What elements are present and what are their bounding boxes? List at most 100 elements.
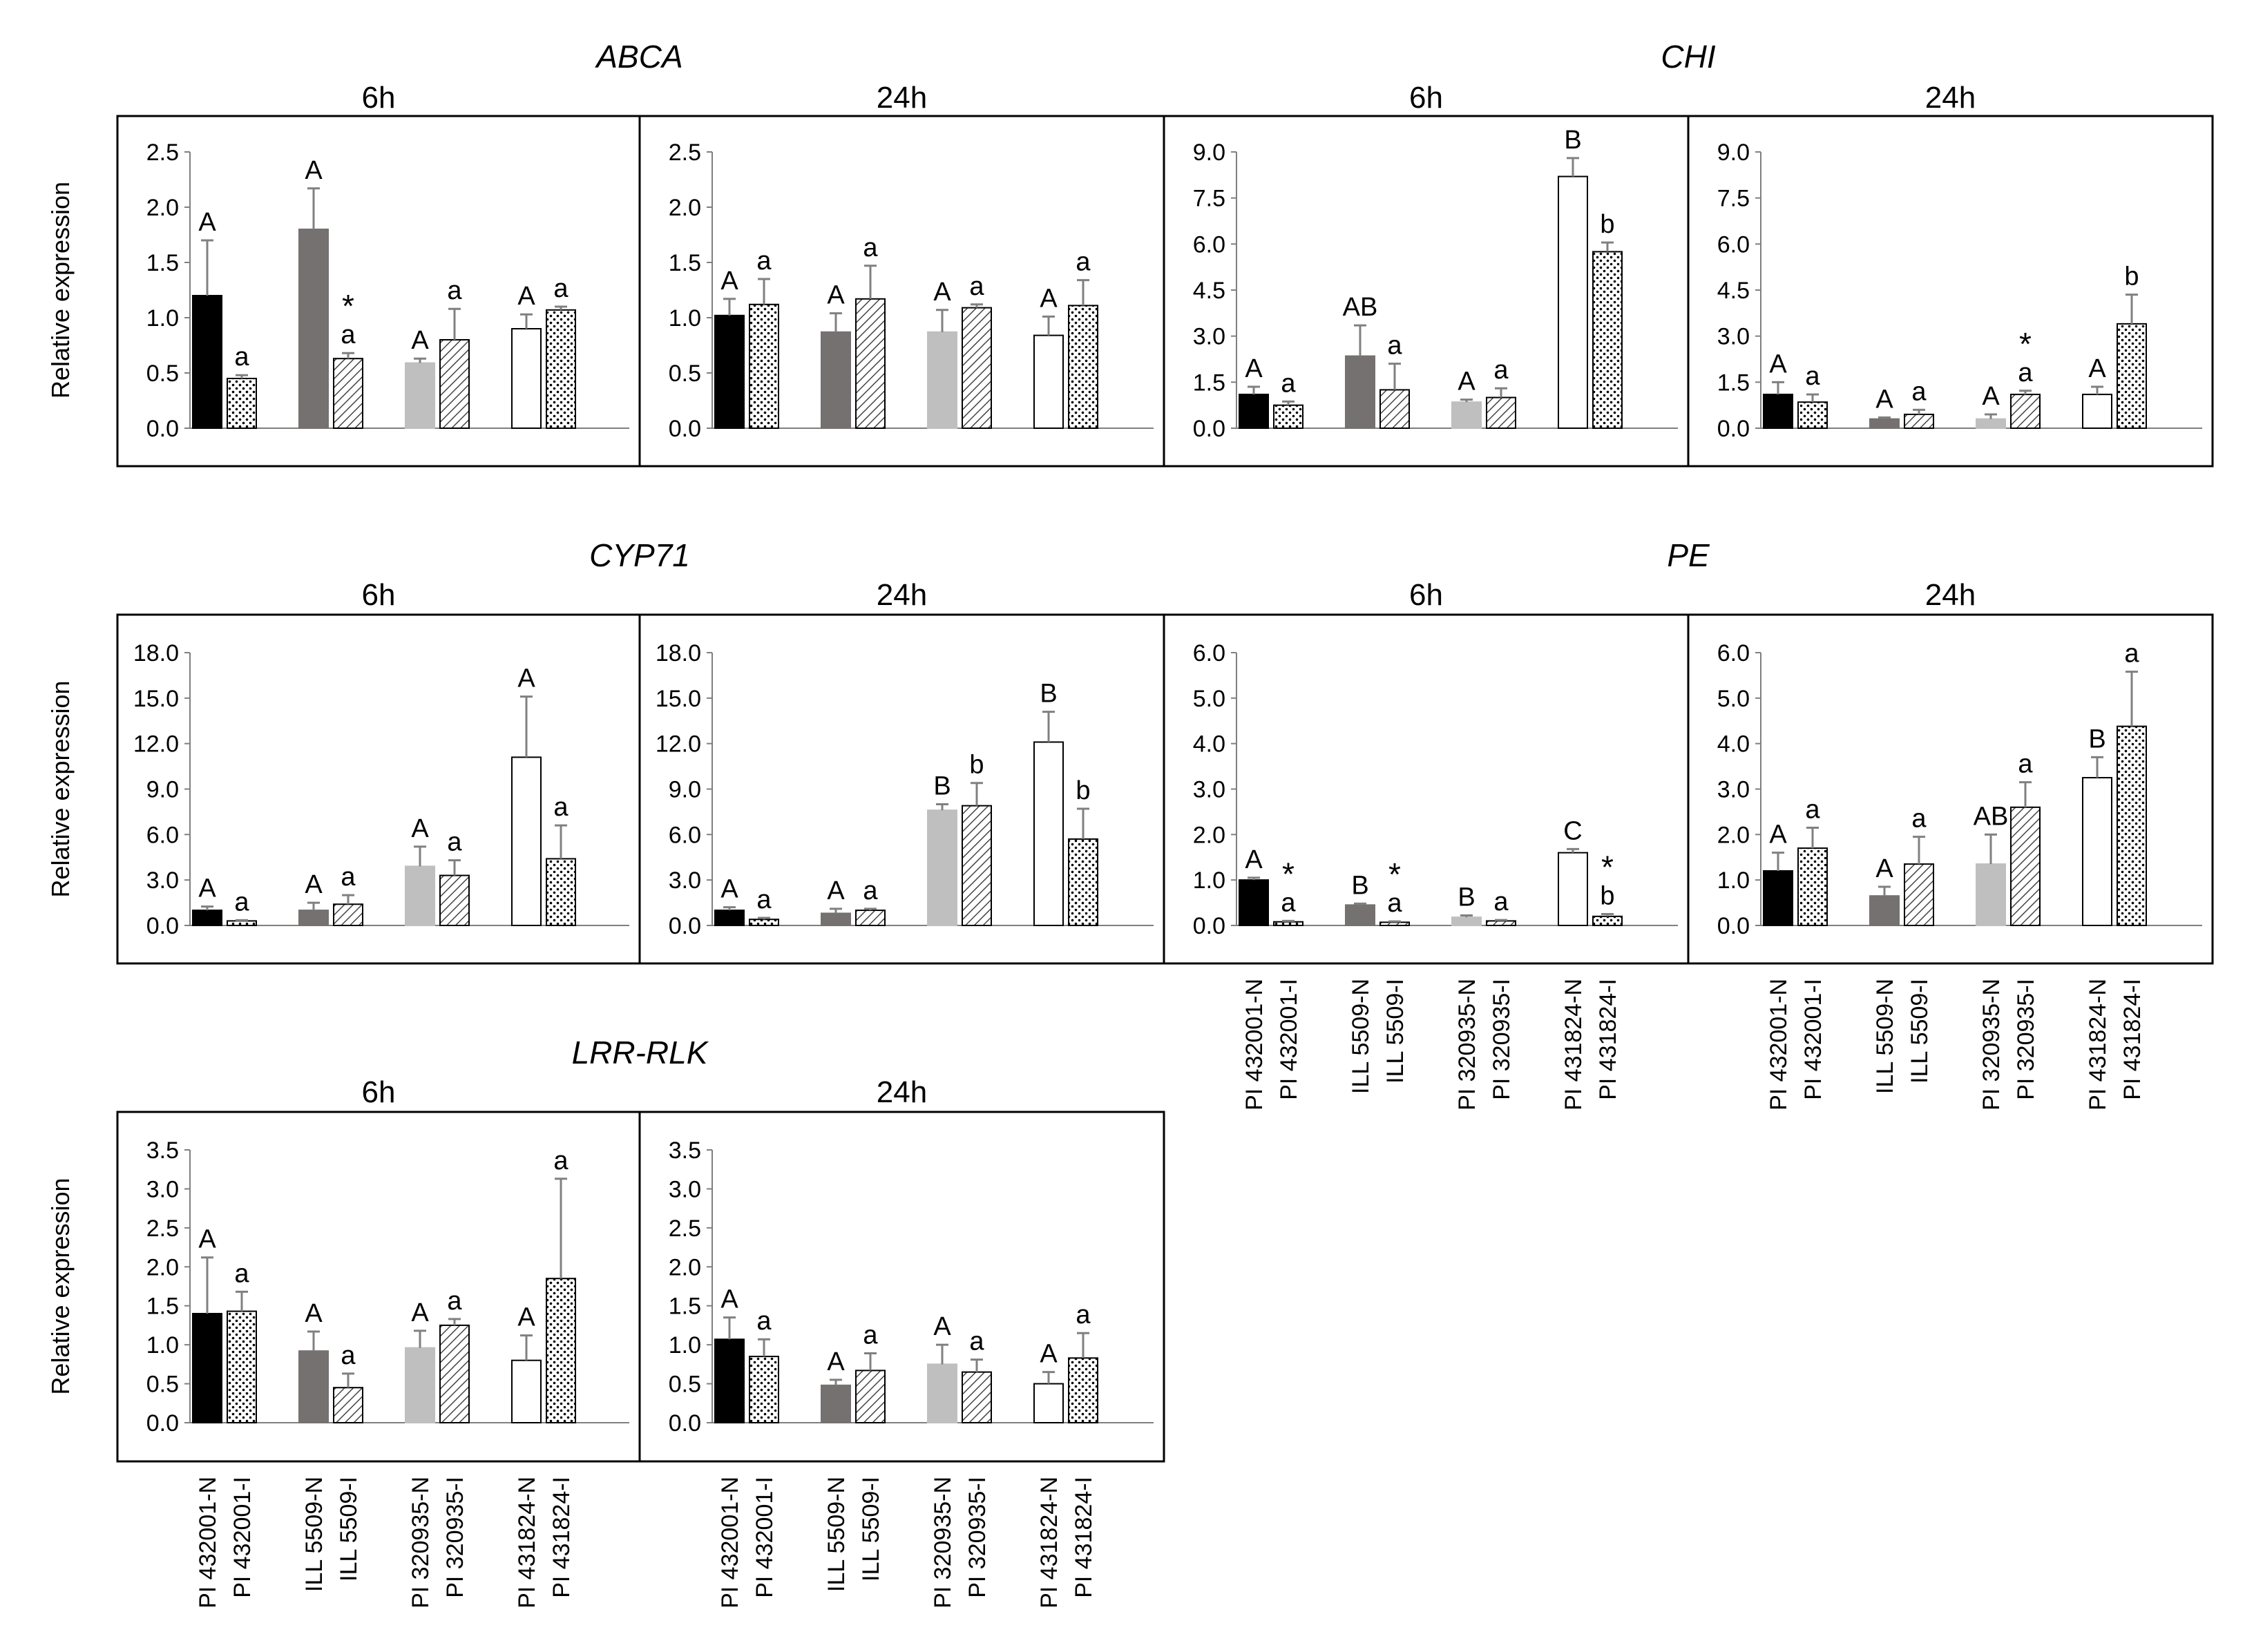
significance-letter: a <box>1911 805 1927 834</box>
y-tick-label: 0.5 <box>669 361 701 387</box>
significance-letter: A <box>517 664 535 693</box>
x-tick-label: ILL 5509-I <box>1382 979 1408 1084</box>
bar-pi-432001-n <box>714 910 745 926</box>
bar-pi-320935-n <box>927 331 957 429</box>
significance-letter: A <box>517 1303 535 1332</box>
bar-pi-432001-i <box>227 920 257 926</box>
y-tick-label: 18.0 <box>133 640 179 666</box>
panel-frame <box>1687 115 2214 468</box>
y-tick-label: 3.0 <box>1193 777 1225 803</box>
x-tick-labels: PI 432001-N PI 432001-I ILL 5509-N ILL 5509… <box>717 1477 1097 1608</box>
significance-letter: a <box>756 1307 772 1336</box>
y-tick-label: 2.5 <box>146 140 179 166</box>
significance-letter: A <box>2088 354 2106 383</box>
significance-letter: B <box>2088 724 2105 753</box>
y-tick-label: 0.5 <box>669 1372 701 1398</box>
bar-ill-5509-n <box>1869 895 1900 927</box>
x-tick-label: ILL 5509-N <box>823 1477 850 1592</box>
panel-frame <box>1687 613 2214 965</box>
time-label: 6h <box>362 1075 396 1109</box>
bar-ill-5509-i <box>1904 414 1934 429</box>
y-tick-label: 15.0 <box>133 686 179 712</box>
significance-letter: a <box>1493 356 1509 385</box>
bar-pi-431824-i <box>2117 323 2147 429</box>
bar-pi-432001-i <box>749 303 779 429</box>
bar-pi-431824-i <box>1068 1357 1098 1424</box>
y-tick-label: 9.0 <box>146 777 179 803</box>
x-tick-label: PI 432001-I <box>1800 979 1826 1100</box>
gene-title-lrr-rlk: LRR-RLK <box>572 1035 709 1070</box>
y-tick-label: 12.0 <box>133 731 179 758</box>
x-tick-label: PI 431824-N <box>1560 979 1587 1111</box>
bar-ill-5509-n <box>298 1350 329 1423</box>
bar-ill-5509-i <box>855 298 886 429</box>
significance-letter: A <box>517 282 535 311</box>
significance-letter: a <box>1387 889 1402 918</box>
bar-pi-431824-n <box>1033 334 1064 429</box>
significance-letter: A <box>720 875 738 904</box>
x-tick-labels: PI 432001-N PI 432001-I ILL 5509-N ILL 5509… <box>1766 979 2146 1111</box>
y-tick-label: 0.0 <box>146 416 179 442</box>
bar-pi-432001-n <box>1763 394 1793 429</box>
y-tick-label: 15.0 <box>656 686 701 712</box>
bar-pi-432001-n <box>714 314 745 429</box>
significance-letter: a <box>2018 358 2033 387</box>
y-tick-label: 2.0 <box>1717 822 1750 848</box>
significance-letter: a <box>1076 1300 1091 1329</box>
x-tick-label: PI 320935-N <box>1454 979 1480 1111</box>
y-tick-label: 1.5 <box>669 1294 701 1320</box>
gene-title-cyp71: CYP71 <box>589 537 690 573</box>
y-tick-label: 0.0 <box>1193 913 1225 939</box>
x-tick-label: PI 320935-I <box>964 1477 991 1598</box>
y-tick-label: 3.0 <box>146 867 179 894</box>
y-tick-label: 3.5 <box>146 1137 179 1164</box>
y-tick-label: 7.5 <box>1193 186 1225 212</box>
x-tick-label: PI 432001-N <box>1766 979 1792 1111</box>
y-tick-label: 4.0 <box>1193 731 1225 758</box>
y-tick-label: 3.0 <box>1193 324 1225 350</box>
time-label: 6h <box>362 81 396 115</box>
y-tick-label: 1.5 <box>1193 369 1225 396</box>
significance-letter: A <box>411 326 429 355</box>
bar-pi-432001-i <box>1273 404 1303 430</box>
y-tick-label: 3.0 <box>1717 777 1750 803</box>
y-tick-label: 3.0 <box>669 867 701 894</box>
bar-pi-432001-n <box>192 295 222 429</box>
significance-letter: A <box>1769 820 1787 849</box>
x-tick-label: ILL 5509-N <box>301 1477 327 1592</box>
y-tick-label: 6.0 <box>669 822 701 848</box>
bar-ill-5509-n <box>821 912 851 927</box>
significance-letter: B <box>1351 871 1368 900</box>
y-tick-label: 2.0 <box>1193 822 1225 848</box>
bar-pi-320935-n <box>1451 401 1482 430</box>
significance-letter: a <box>341 1341 356 1370</box>
bar-ill-5509-i <box>333 1387 363 1423</box>
y-tick-label: 4.0 <box>1717 731 1750 758</box>
y-tick-label: 9.0 <box>1717 140 1750 166</box>
bar-pi-320935-i <box>962 307 992 429</box>
significance-letter: a <box>969 1327 984 1356</box>
significance-letter: a <box>553 1146 569 1175</box>
significance-letter: b <box>1076 776 1090 805</box>
x-tick-label: PI 320935-I <box>1489 979 1515 1100</box>
y-tick-label: 1.0 <box>146 305 179 332</box>
bar-pi-320935-n <box>1451 916 1482 927</box>
significance-letter: a <box>553 274 569 303</box>
bar-pi-431824-n <box>511 756 542 926</box>
y-tick-label: 1.5 <box>146 1294 179 1320</box>
x-tick-label: PI 431824-N <box>2085 979 2111 1111</box>
significance-letter: a <box>234 343 249 372</box>
y-tick-label: 2.0 <box>669 1254 701 1280</box>
x-tick-label: ILL 5509-N <box>1872 979 1898 1094</box>
time-label: 24h <box>877 578 927 612</box>
x-tick-label: PI 431824-I <box>1071 1477 1097 1598</box>
significance-letter: a <box>447 276 462 305</box>
significance-letter: A <box>1245 354 1263 383</box>
